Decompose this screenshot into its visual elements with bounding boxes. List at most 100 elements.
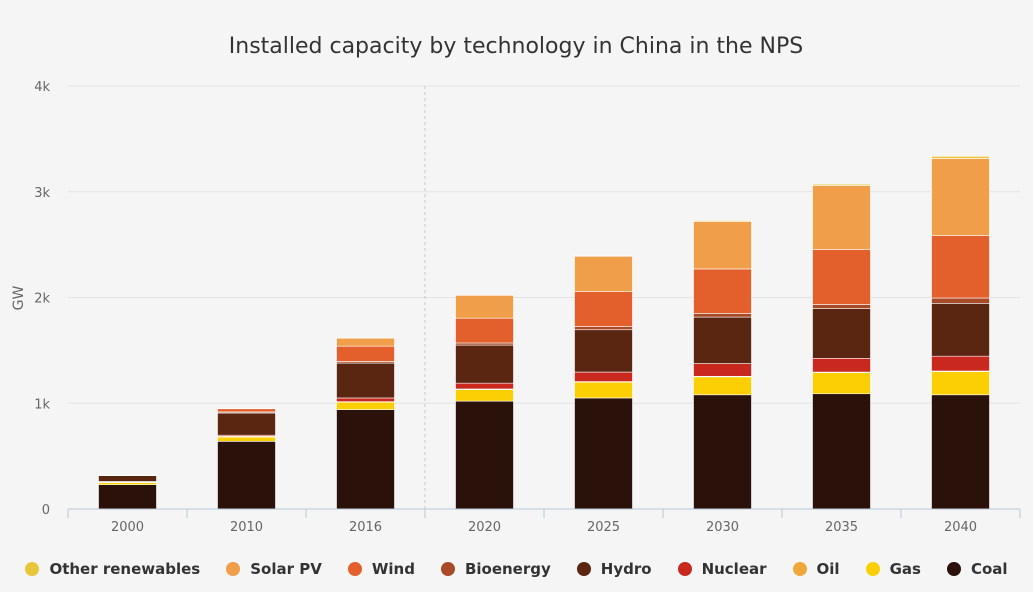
bar-segment-nuclear[interactable] [336,397,395,402]
bar-segment-gas[interactable] [455,389,514,402]
bar-segment-gas[interactable] [693,376,752,396]
bar-segment-coal[interactable] [455,400,514,510]
bar-stack-2040 [931,156,990,510]
bar-segment-hydro[interactable] [574,329,633,373]
bar-segment-hydro[interactable] [336,362,395,399]
bar-segment-solar-pv[interactable] [931,158,990,236]
bar-segment-wind[interactable] [336,345,395,362]
bar-segment-gas[interactable] [574,381,633,399]
legend-dot-icon [25,562,40,576]
legend-label: Coal [970,560,1008,578]
bar-segment-solar-pv[interactable] [812,185,871,250]
legend-label: Wind [371,560,415,578]
legend-label: Nuclear [701,560,767,578]
bar-segment-bioenergy[interactable] [931,297,990,304]
bar-segment-coal[interactable] [574,397,633,510]
bar-segment-bioenergy[interactable] [693,313,752,318]
legend-item-oil[interactable]: Oil [792,560,840,578]
bar-segment-gas[interactable] [812,372,871,395]
bar-segment-coal[interactable] [217,441,276,510]
y-tick-label: 2k [34,292,50,307]
bar-stack-2000 [98,474,157,510]
x-tick-label: 2030 [706,520,739,535]
legend-item-bioenergy[interactable]: Bioenergy [440,560,551,578]
x-tick-label: 2016 [349,520,382,535]
legend-label: Hydro [600,560,652,578]
legend-item-hydro[interactable]: Hydro [576,560,652,578]
bar-segment-gas[interactable] [931,371,990,396]
bar-segment-hydro[interactable] [931,303,990,357]
legend-dot-icon [226,562,241,576]
bar-stack-2010 [217,408,276,510]
bar-stack-2016 [336,337,395,510]
bar-segment-bioenergy[interactable] [455,342,514,346]
bar-segment-solar-pv[interactable] [574,255,633,292]
legend-item-other-renewables[interactable]: Other renewables [25,560,200,578]
bar-segment-hydro[interactable] [217,412,276,436]
bar-segment-coal[interactable] [812,393,871,510]
bar-segment-hydro[interactable] [98,475,157,482]
bars [98,156,990,510]
bar-segment-bioenergy[interactable] [574,326,633,331]
legend-dot-icon [792,562,807,576]
y-tick-label: 1k [34,397,50,412]
x-tick-label: 2010 [230,520,263,535]
bar-segment-coal[interactable] [931,394,990,510]
chart-title: Installed capacity by technology in Chin… [229,34,803,59]
legend-dot-icon [677,562,692,576]
legend-dot-icon [576,562,591,576]
x-tick-label: 2040 [944,520,977,535]
bar-segment-bioenergy[interactable] [812,304,871,309]
bar-segment-coal[interactable] [693,394,752,510]
legend-item-wind[interactable]: Wind [347,560,415,578]
legend-dot-icon [946,562,961,576]
bar-segment-wind[interactable] [931,235,990,299]
bar-segment-gas[interactable] [98,482,157,485]
bar-segment-coal[interactable] [336,409,395,510]
bar-segment-solar-pv[interactable] [336,337,395,347]
chart: Installed capacity by technology in Chin… [11,34,1021,535]
bar-segment-solar-pv[interactable] [693,221,752,270]
legend-item-solar-pv[interactable]: Solar PV [226,560,322,578]
bar-segment-hydro[interactable] [455,344,514,384]
bar-segment-wind[interactable] [812,249,871,305]
bar-stack-2030 [693,220,752,510]
bar-segment-hydro[interactable] [693,316,752,364]
bar-stack-2035 [812,183,871,510]
y-axis-label: GW [11,286,27,311]
x-axis: 2000 2010 2016 2020 2025 2030 2035 2040 [67,508,1021,535]
gridlines [68,85,1020,509]
legend-item-coal[interactable]: Coal [946,560,1008,578]
legend: Other renewables Solar PV Wind Bioenergy Hyd… [0,556,1033,582]
bar-segment-nuclear[interactable] [455,382,514,390]
bar-segment-other-renewables[interactable] [812,183,871,186]
y-tick-label: 0 [42,503,50,518]
legend-dot-icon [440,562,455,576]
bar-segment-wind[interactable] [693,268,752,314]
bar-segment-wind[interactable] [574,291,633,327]
bar-segment-solar-pv[interactable] [455,295,514,319]
bar-segment-gas[interactable] [217,436,276,442]
bar-segment-nuclear[interactable] [574,371,633,382]
bar-segment-nuclear[interactable] [812,358,871,373]
bar-segment-coal[interactable] [98,484,157,510]
y-tick-label: 3k [34,186,50,201]
bar-segment-other-renewables[interactable] [574,255,633,257]
legend-item-gas[interactable]: Gas [865,560,921,578]
bar-segment-gas[interactable] [336,401,395,410]
bar-segment-hydro[interactable] [812,308,871,359]
legend-label: Bioenergy [464,560,551,578]
bar-segment-nuclear[interactable] [931,355,990,372]
x-tick-label: 2035 [825,520,858,535]
bar-segment-other-renewables[interactable] [693,220,752,222]
bar-stack-2020 [455,295,514,510]
bar-segment-nuclear[interactable] [693,363,752,377]
bar-segment-wind[interactable] [217,408,276,413]
legend-item-nuclear[interactable]: Nuclear [677,560,767,578]
bar-segment-wind[interactable] [98,474,157,476]
legend-dot-icon [347,562,362,576]
bar-segment-wind[interactable] [455,317,514,344]
legend-label: Solar PV [250,560,322,578]
x-tick-label: 2000 [111,520,144,535]
bar-segment-other-renewables[interactable] [931,156,990,159]
